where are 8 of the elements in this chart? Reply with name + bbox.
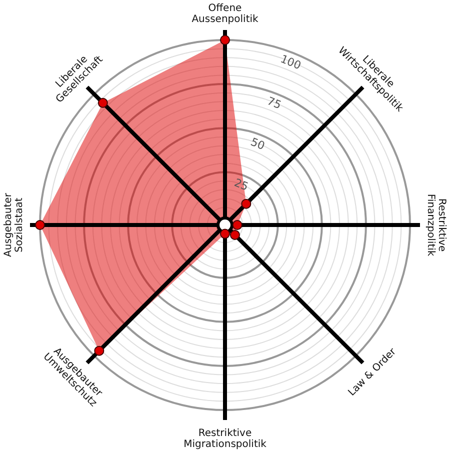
spoke-label: Offene Aussenpolitik — [192, 3, 259, 25]
y-tick-label: 25 — [232, 176, 250, 194]
y-tick-label: 100 — [278, 52, 303, 72]
y-tick-label: 75 — [265, 94, 284, 112]
y-tick-label: 50 — [248, 135, 267, 153]
spoke-label: Restriktive Migrationspolitik — [184, 428, 267, 450]
spoke-label: Ausgebauter Sozialstaat — [3, 192, 25, 257]
spoke-label: Restriktive Finanzpolitik — [425, 194, 447, 256]
